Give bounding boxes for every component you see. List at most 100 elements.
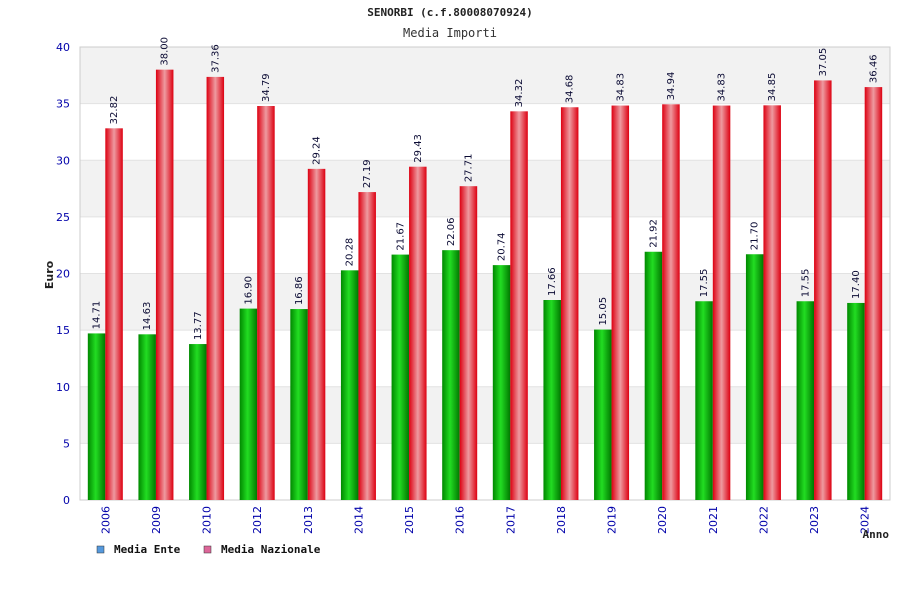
- y-tick-label: 40: [56, 41, 70, 54]
- bar-media-nazionale: [358, 192, 376, 501]
- x-tick-label: 2021: [707, 506, 720, 534]
- bar-label-media-nazionale: 34.32: [514, 79, 525, 108]
- bar-media-nazionale: [409, 166, 427, 500]
- bar-media-nazionale: [510, 111, 528, 501]
- x-axis: 2006 2009 2010 2012 2013 2014 2015 2016 2017 2018…: [99, 506, 871, 534]
- bar-media-ente: [745, 254, 764, 500]
- bar-label-media-nazionale: 27.71: [463, 154, 474, 183]
- bar-media-ente: [594, 329, 612, 500]
- y-tick-label: 35: [56, 98, 70, 111]
- bar-media-ente: [695, 301, 713, 500]
- y-tick-label: 30: [56, 154, 70, 167]
- plot-frame: [79, 46, 891, 501]
- bar-media-nazionale: [155, 69, 174, 501]
- bar-label-media-nazionale: 32.82: [109, 96, 120, 125]
- bar-media-ente: [87, 333, 106, 500]
- bar-label-media-ente: 17.55: [800, 269, 811, 298]
- x-tick-label: 2016: [454, 506, 467, 534]
- y-axis: 0 5 10 15 20 25 30 35 40: [56, 41, 70, 507]
- bar-media-ente: [644, 251, 663, 500]
- y-tick-label: 20: [56, 268, 70, 281]
- bar-label-media-nazionale: 34.85: [767, 73, 778, 102]
- bar-media-ente: [847, 302, 865, 500]
- x-tick-label: 2006: [99, 506, 112, 534]
- bar-label-media-nazionale: 36.46: [868, 54, 879, 83]
- y-axis-label: Euro: [43, 260, 56, 289]
- x-tick-label: 2012: [251, 506, 264, 534]
- bar-media-nazionale: [307, 168, 326, 500]
- bar-label-media-ente: 21.70: [750, 222, 761, 251]
- bar-media-nazionale: [105, 128, 123, 500]
- bar-media-nazionale: [864, 87, 883, 500]
- legend-swatch-nazionale: [203, 545, 212, 554]
- bar-media-ente: [138, 334, 156, 500]
- bar-label-media-ente: 17.40: [851, 270, 862, 299]
- legend-swatch-ente: [96, 545, 105, 554]
- bar-media-nazionale: [459, 186, 478, 500]
- legend: Media Ente Media Nazionale: [96, 543, 321, 556]
- bar-media-ente: [442, 250, 460, 500]
- bar-labels: 14.71 32.82 14.63 38.00 13.77 37.36 16.90 34.79…: [92, 37, 880, 340]
- bar-label-media-nazionale: 34.68: [565, 75, 576, 104]
- bar-media-ente: [543, 300, 561, 500]
- x-axis-label: Anno: [863, 528, 890, 541]
- bar-label-media-ente: 15.05: [598, 297, 609, 326]
- bar-label-media-ente: 17.55: [699, 269, 710, 298]
- bar-media-ente: [492, 265, 511, 500]
- legend-label-nazionale: Media Nazionale: [221, 543, 321, 556]
- bar-label-media-nazionale: 29.24: [312, 136, 323, 165]
- y-tick-label: 0: [63, 494, 70, 507]
- bar-label-media-ente: 14.71: [92, 301, 103, 330]
- bar-label-media-nazionale: 34.83: [717, 73, 728, 102]
- x-tick-label: 2009: [150, 506, 163, 534]
- bar-label-media-nazionale: 29.43: [413, 134, 424, 163]
- x-tick-label: 2024: [859, 506, 872, 534]
- y-tick-label: 5: [63, 437, 70, 450]
- bar-media-nazionale: [662, 104, 680, 500]
- x-tick-label: 2014: [352, 506, 365, 534]
- bar-media-ente: [239, 308, 258, 500]
- chart-subtitle: Media Importi: [403, 26, 497, 40]
- bar-label-media-nazionale: 37.05: [818, 48, 829, 77]
- bar-label-media-ente: 16.86: [294, 276, 305, 305]
- bar-label-media-ente: 17.66: [547, 267, 558, 296]
- bar-label-media-ente: 21.67: [395, 222, 406, 251]
- bar-label-media-nazionale: 38.00: [160, 37, 171, 66]
- x-tick-label: 2023: [808, 506, 821, 534]
- bar-label-media-ente: 21.92: [648, 219, 659, 248]
- x-tick-label: 2013: [302, 506, 315, 534]
- bar-label-media-ente: 22.06: [446, 218, 457, 247]
- bar-label-media-nazionale: 34.94: [666, 72, 677, 101]
- x-tick-label: 2019: [606, 506, 619, 534]
- bar-label-media-ente: 16.90: [243, 276, 254, 305]
- bar-media-ente: [189, 344, 207, 500]
- bar-media-ente: [340, 270, 359, 500]
- x-tick-label: 2018: [555, 506, 568, 534]
- bar-media-nazionale: [206, 76, 225, 500]
- chart-title: SENORBI (c.f.80008070924): [367, 6, 533, 19]
- x-tick-label: 2022: [757, 506, 770, 534]
- bar-label-media-ente: 14.63: [142, 302, 153, 331]
- x-tick-label: 2015: [403, 506, 416, 534]
- bar-label-media-nazionale: 34.79: [261, 73, 272, 102]
- bar-media-nazionale: [257, 106, 275, 501]
- bars: [87, 69, 883, 501]
- bar-media-nazionale: [763, 105, 781, 500]
- y-tick-label: 25: [56, 211, 70, 224]
- bar-label-media-ente: 20.28: [345, 238, 356, 267]
- bar-media-nazionale: [814, 80, 832, 500]
- bar-label-media-nazionale: 34.83: [615, 73, 626, 102]
- x-tick-label: 2017: [504, 506, 517, 534]
- y-tick-label: 10: [56, 381, 70, 394]
- bar-label-media-nazionale: 27.19: [362, 159, 373, 188]
- bar-media-ente: [391, 254, 410, 500]
- bar-media-nazionale: [712, 105, 731, 501]
- bar-label-media-ente: 13.77: [193, 311, 204, 340]
- legend-label-ente: Media Ente: [114, 543, 181, 556]
- x-tick-label: 2010: [201, 506, 214, 534]
- y-tick-label: 15: [56, 324, 70, 337]
- bar-media-nazionale: [560, 107, 579, 501]
- bar-media-nazionale: [611, 105, 630, 501]
